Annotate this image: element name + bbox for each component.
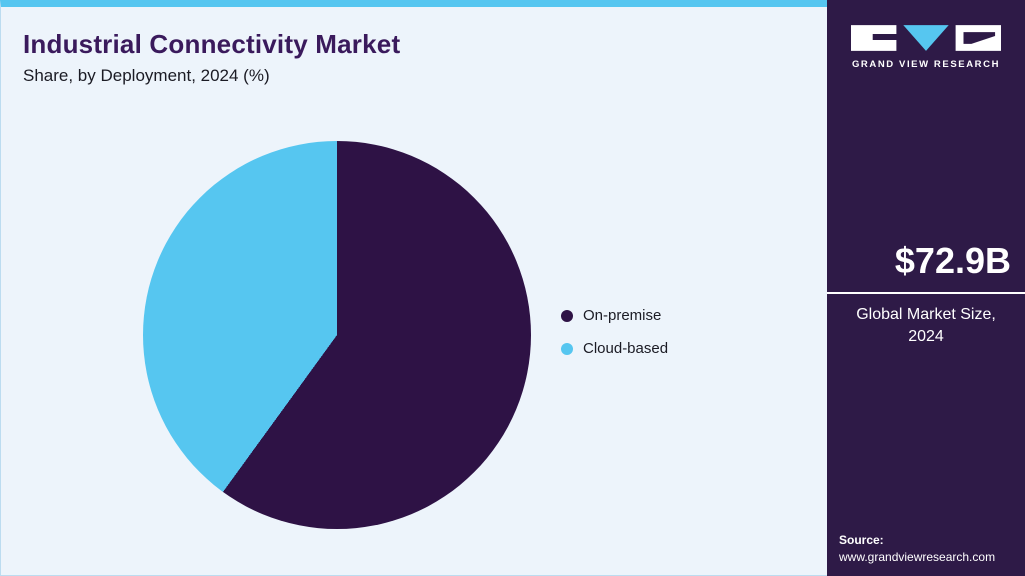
page-title: Industrial Connectivity Market xyxy=(23,29,401,59)
title-block: Industrial Connectivity Market Share, by… xyxy=(23,29,400,86)
legend-swatch xyxy=(561,342,573,355)
legend: On-premise Cloud-based xyxy=(561,307,668,357)
divider xyxy=(827,292,1025,294)
gvr-logo-icon xyxy=(851,25,1001,51)
chart-panel: Industrial Connectivity Market Share, by… xyxy=(0,0,827,576)
pie-chart xyxy=(143,141,531,529)
legend-item-cloud-based: Cloud-based xyxy=(561,340,668,357)
source-label: Source: xyxy=(839,533,884,547)
legend-label: Cloud-based xyxy=(583,340,669,357)
brand-logo-text: GRAND VIEW RESEARCH xyxy=(851,59,1001,70)
source-url[interactable]: www.grandviewresearch.com xyxy=(839,550,996,564)
page-subtitle: Share, by Deployment, 2024 (%) xyxy=(23,66,270,85)
sidebar: GRAND VIEW RESEARCH $72.9B Global Market… xyxy=(827,0,1025,576)
market-size-block: $72.9B Global Market Size, 2024 xyxy=(827,240,1025,347)
legend-swatch xyxy=(561,309,573,322)
market-size-value: $72.9B xyxy=(894,240,1011,281)
brand-logo: GRAND VIEW RESEARCH xyxy=(827,24,1025,70)
source-block: Source: www.grandviewresearch.com xyxy=(839,533,995,564)
legend-label: On-premise xyxy=(583,307,662,324)
market-size-label: Global Market Size, 2024 xyxy=(856,306,996,345)
legend-item-on-premise: On-premise xyxy=(561,307,668,324)
